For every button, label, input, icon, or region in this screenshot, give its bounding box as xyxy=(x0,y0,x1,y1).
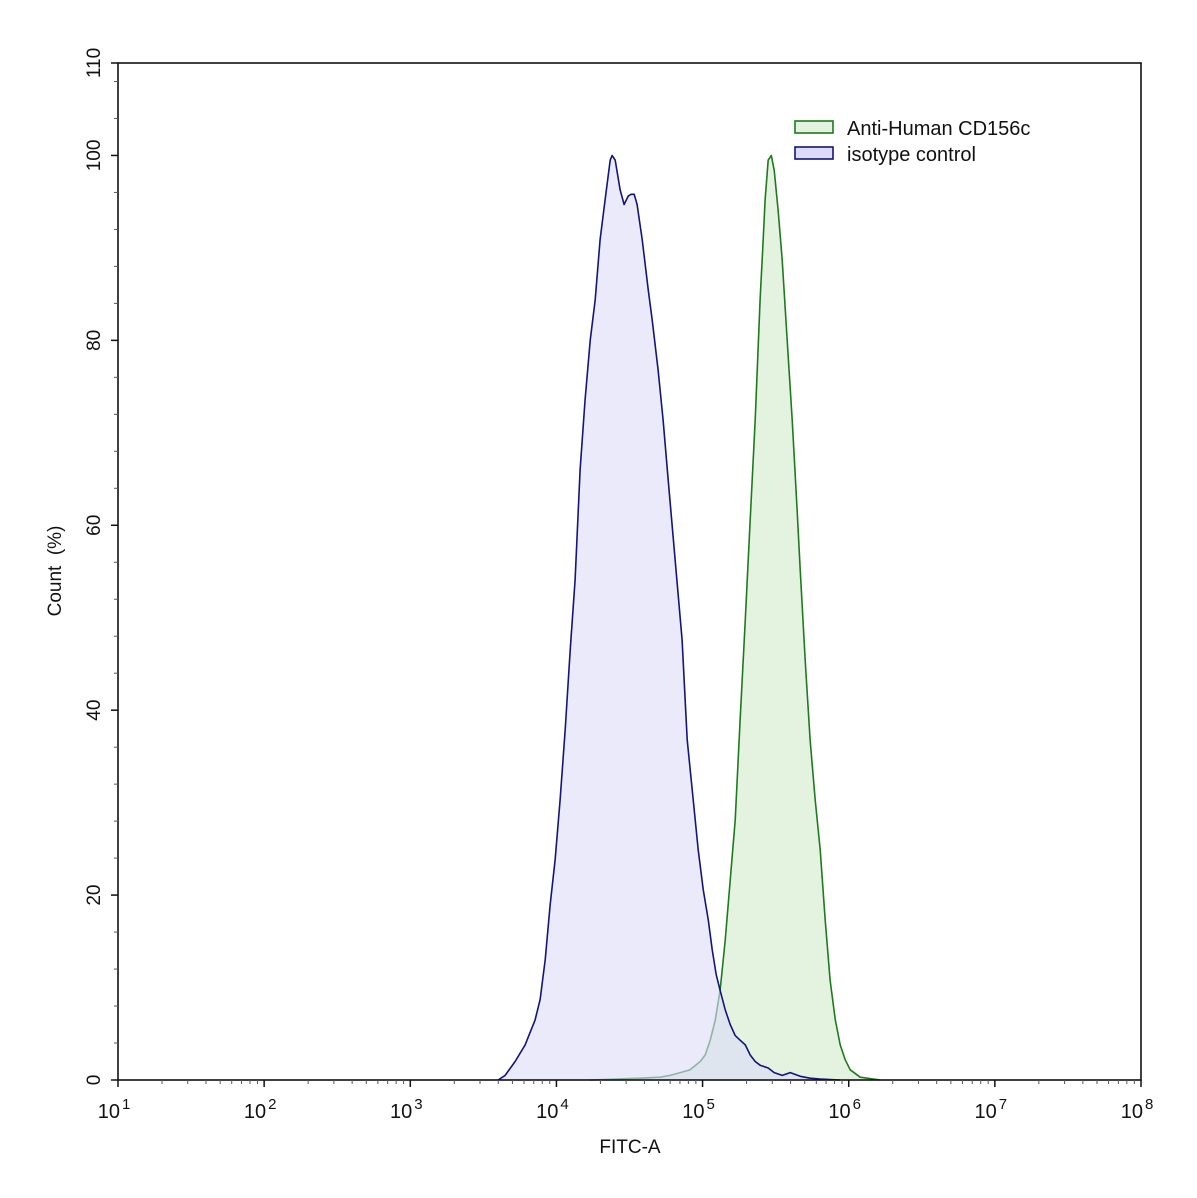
x-tick-label: 10 5 xyxy=(682,1096,715,1123)
legend-swatch-cd156c xyxy=(794,120,834,134)
y-tick-label: 20 xyxy=(84,885,105,906)
y-tick-label: 80 xyxy=(84,330,105,351)
series-line-1 xyxy=(497,154,841,1081)
legend-label-isotype: isotype control xyxy=(847,144,976,166)
y-tick-label: 100 xyxy=(84,140,105,172)
x-tick-label: 10 7 xyxy=(975,1096,1008,1123)
legend-swatch-isotype xyxy=(794,146,834,160)
x-axis-label: FITC-A xyxy=(599,1137,661,1158)
y-tick-label: 40 xyxy=(84,700,105,721)
y-tick-label: 60 xyxy=(84,515,105,536)
x-tick-label: 10 6 xyxy=(828,1096,861,1123)
series-layer xyxy=(497,154,881,1081)
series-fill-1 xyxy=(498,155,841,1080)
x-tick-label: 10 2 xyxy=(244,1096,277,1123)
legend-label-cd156c: Anti-Human CD156c xyxy=(847,118,1030,140)
x-tick-label: 10 3 xyxy=(390,1096,423,1123)
plot-frame xyxy=(117,62,1142,1081)
y-axis-label: Count (%) xyxy=(45,526,66,617)
axis-layer: 10 1 10 2 10 3 10 4 10 5 10 6 10 7 10 8 0 20 40 60 80 100 110 xyxy=(84,48,1153,1123)
x-tick-label: 10 1 xyxy=(98,1096,131,1123)
y-tick-label: 0 xyxy=(84,1075,105,1086)
x-tick-label: 10 4 xyxy=(536,1096,569,1123)
x-tick-label: 10 8 xyxy=(1121,1096,1154,1123)
y-tick-label: 110 xyxy=(84,48,105,78)
legend: Anti-Human CD156c isotype control xyxy=(794,118,1030,166)
series-fill-0 xyxy=(590,155,881,1080)
